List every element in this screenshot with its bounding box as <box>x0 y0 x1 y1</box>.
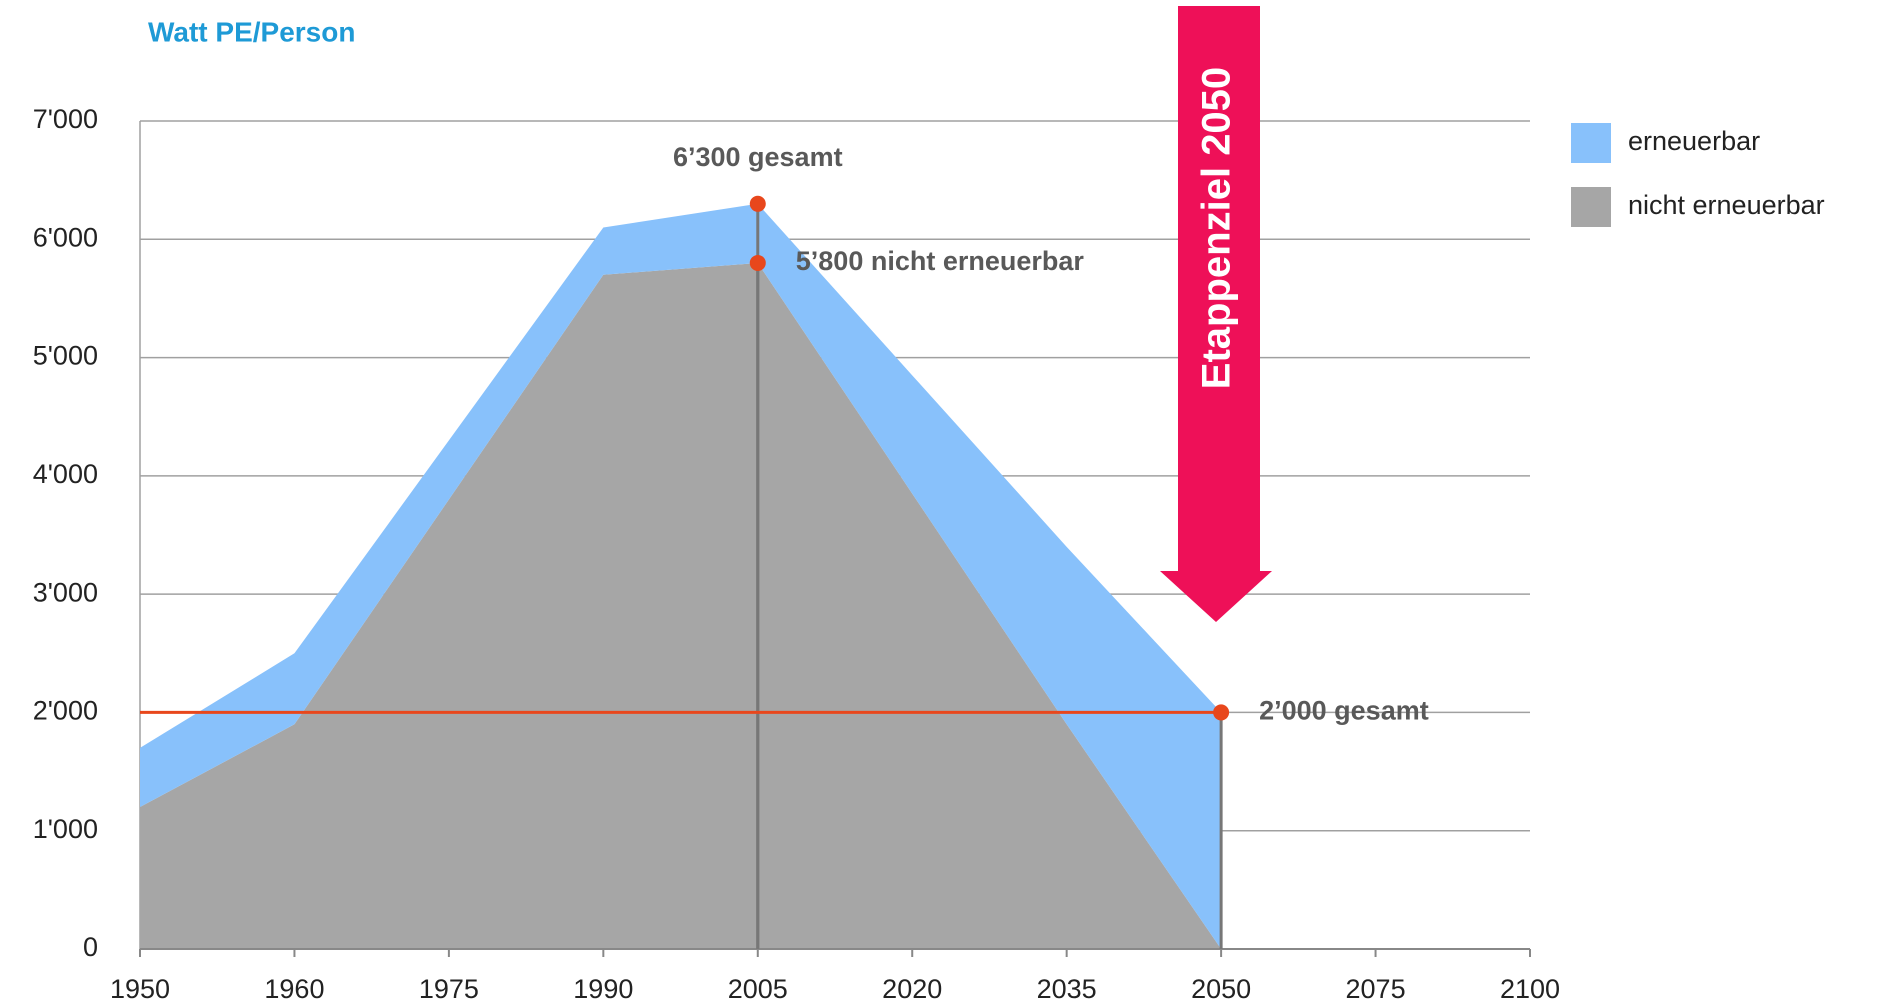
x-tick-label: 1960 <box>264 974 324 1004</box>
y-tick-label: 4'000 <box>33 459 98 489</box>
y-tick-label: 1'000 <box>33 814 98 844</box>
y-tick-label: 6'000 <box>33 222 98 252</box>
x-tick-label: 2020 <box>882 974 942 1004</box>
y-tick-label: 0 <box>83 932 98 962</box>
area <box>140 262 1222 949</box>
annotation-dot <box>1213 704 1230 721</box>
area <box>140 203 1222 950</box>
annotation-label: 6’300 gesamt <box>673 142 843 172</box>
annotation-dot <box>749 254 766 271</box>
y-tick-label: 7'000 <box>33 104 98 134</box>
legend-swatch <box>1571 187 1611 227</box>
chart-title: Watt PE/Person <box>148 16 355 47</box>
x-tick-label: 2100 <box>1500 974 1560 1004</box>
x-tick-label: 2035 <box>1037 974 1097 1004</box>
y-tick-label: 3'000 <box>33 577 98 607</box>
x-tick-label: 1975 <box>419 974 479 1004</box>
milestone-label: Etappenziel 2050 <box>1195 67 1239 389</box>
y-tick-label: 5'000 <box>33 341 98 371</box>
x-tick-label: 2075 <box>1346 974 1406 1004</box>
y-tick-label: 2'000 <box>33 696 98 726</box>
annotation-dot <box>749 195 766 212</box>
x-tick-label: 2005 <box>728 974 788 1004</box>
legend-swatch <box>1571 123 1611 163</box>
legend-label: erneuerbar <box>1628 126 1760 156</box>
x-tick-label: 2050 <box>1191 974 1251 1004</box>
x-tick-label: 1950 <box>110 974 170 1004</box>
annotation-label: 2’000 gesamt <box>1259 696 1429 726</box>
milestone-arrow <box>1160 6 1272 622</box>
annotation-label: 5’800 nicht erneuerbar <box>796 246 1085 276</box>
x-tick-label: 1990 <box>573 974 633 1004</box>
legend-label: nicht erneuerbar <box>1628 190 1825 220</box>
